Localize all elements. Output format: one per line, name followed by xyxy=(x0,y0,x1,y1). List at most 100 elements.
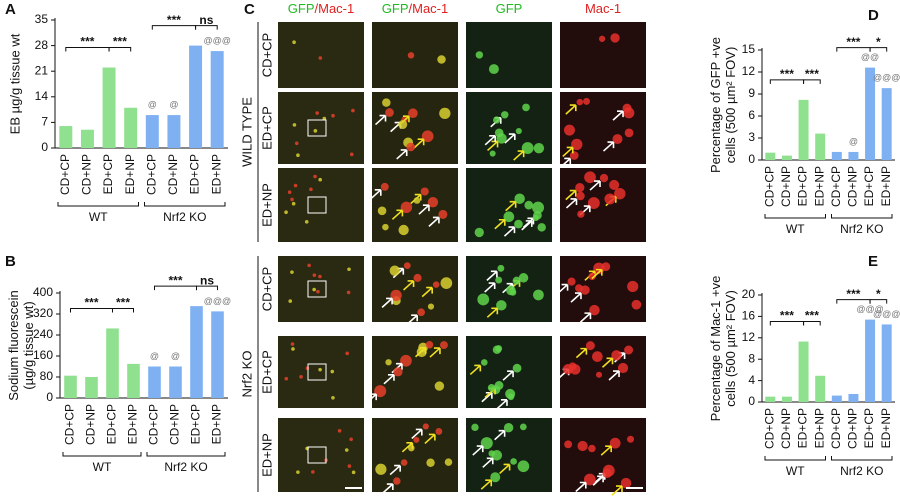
cell xyxy=(494,128,504,138)
arrow xyxy=(565,198,578,209)
cell xyxy=(344,448,349,452)
y-tick-label: 6 xyxy=(748,108,755,122)
cell xyxy=(524,200,534,210)
cell xyxy=(427,196,439,208)
cell xyxy=(589,304,600,316)
bar xyxy=(831,151,842,160)
x-tick-label: ED+NP xyxy=(812,408,826,448)
arrow xyxy=(418,204,430,215)
cell xyxy=(407,52,415,59)
cell xyxy=(390,289,402,302)
arrow xyxy=(472,445,484,456)
cell xyxy=(439,107,451,120)
y-axis-label: Percentage of GFP +ve xyxy=(708,37,723,173)
cell xyxy=(427,303,435,310)
cell xyxy=(413,436,420,443)
arrow xyxy=(589,180,601,191)
cell xyxy=(601,262,611,272)
sig-label: ns xyxy=(200,273,214,287)
column-header: Mac-1 xyxy=(585,1,621,16)
cell xyxy=(585,341,595,351)
arrow xyxy=(602,141,615,152)
arrow xyxy=(406,314,418,325)
cell xyxy=(515,127,522,135)
arrow xyxy=(570,292,582,303)
column-header: GFP xyxy=(496,1,523,16)
cell xyxy=(313,129,318,133)
arrow xyxy=(414,346,427,358)
column-header-part: GFP xyxy=(288,1,315,16)
cell xyxy=(377,206,387,216)
cell xyxy=(584,171,596,184)
cell xyxy=(292,40,296,44)
cell xyxy=(492,345,502,354)
cell xyxy=(312,273,317,277)
panel-letter: A xyxy=(5,1,16,18)
cell xyxy=(382,98,391,107)
bar xyxy=(210,51,224,149)
arrow xyxy=(503,226,516,237)
x-tick-label: ED+CP xyxy=(796,408,810,448)
inset-box xyxy=(307,196,327,214)
cell xyxy=(440,277,453,289)
arrow xyxy=(521,220,533,231)
bar xyxy=(848,151,859,160)
sig-label: *** xyxy=(84,296,98,310)
y-axis-label: Sodium fluorescein xyxy=(6,290,21,401)
cell xyxy=(351,470,356,475)
cell xyxy=(400,459,408,466)
cell xyxy=(385,108,394,117)
cell xyxy=(604,193,616,205)
cell xyxy=(599,173,609,183)
cell xyxy=(489,150,496,157)
y-tick-label: 14 xyxy=(35,89,49,103)
x-tick-label: ED+CP xyxy=(862,408,876,448)
bar xyxy=(865,67,876,160)
bar-mark: @ xyxy=(171,351,180,361)
cell xyxy=(408,108,418,119)
cell xyxy=(587,197,600,210)
cell xyxy=(284,210,288,214)
x-tick-label: CD+CP xyxy=(829,166,843,207)
bar-mark: @ xyxy=(150,351,159,361)
bar xyxy=(190,306,203,398)
x-tick-label: CD+NP xyxy=(168,404,182,445)
y-tick-label: 16 xyxy=(742,309,756,323)
x-tick-label: ED+NP xyxy=(879,166,893,206)
cell xyxy=(610,33,620,43)
cell xyxy=(576,98,584,106)
cell xyxy=(617,362,629,374)
micrograph xyxy=(278,256,364,322)
y-axis-label: cells (500 µm² FOV) xyxy=(723,290,738,407)
cell xyxy=(413,197,421,204)
bar xyxy=(815,375,826,402)
y-tick-label: 400 xyxy=(33,285,53,299)
cell xyxy=(291,347,295,351)
bar xyxy=(865,319,876,402)
sig-bracket xyxy=(803,321,821,326)
x-tick-label: CD+NP xyxy=(779,166,793,207)
arrow xyxy=(469,364,482,376)
cell xyxy=(292,123,297,127)
arrow xyxy=(383,374,395,385)
cell xyxy=(510,458,517,465)
sig-bracket xyxy=(869,47,888,52)
row-label: ED+NP xyxy=(259,433,274,477)
cell xyxy=(380,182,389,191)
cell xyxy=(398,120,408,130)
cell xyxy=(583,97,590,105)
y-tick-label: 7 xyxy=(41,115,48,129)
cell xyxy=(413,273,422,282)
cell xyxy=(592,351,603,362)
arrow xyxy=(403,280,415,291)
x-tick-label: CD+CP xyxy=(762,166,776,207)
x-tick-label: CD+CP xyxy=(147,404,161,445)
bar-mark: @@@ xyxy=(873,73,900,83)
x-tick-label: CD+NP xyxy=(779,408,793,449)
cell xyxy=(631,299,642,310)
arrow xyxy=(389,464,401,476)
cell xyxy=(435,428,443,435)
group-line xyxy=(62,452,142,457)
y-tick-label: 21 xyxy=(35,63,49,77)
bar xyxy=(85,377,98,398)
